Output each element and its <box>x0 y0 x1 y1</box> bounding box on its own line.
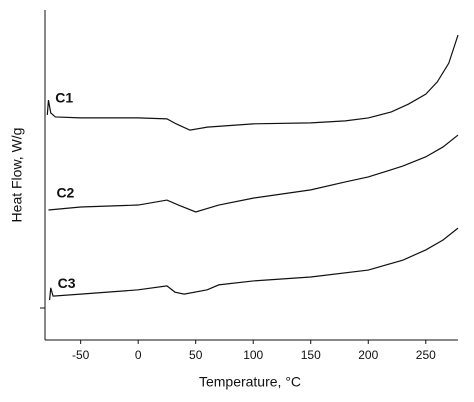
x-tick-label: 250 <box>416 348 436 362</box>
x-tick-label: 0 <box>135 348 142 362</box>
x-tick-label: 50 <box>189 348 203 362</box>
x-tick-label: 200 <box>358 348 378 362</box>
x-tick-label: 150 <box>301 348 321 362</box>
series-line <box>49 227 459 301</box>
x-tick-label: 100 <box>243 348 263 362</box>
series-label: C3 <box>58 275 76 291</box>
y-axis-label: Heat Flow, W/g <box>9 128 25 223</box>
series-line <box>46 34 459 131</box>
x-tick-label: -50 <box>72 348 90 362</box>
series-label: C2 <box>56 185 74 201</box>
series-label: C1 <box>55 90 73 106</box>
series-line <box>48 134 459 213</box>
x-axis-label: Temperature, °C <box>199 374 301 390</box>
